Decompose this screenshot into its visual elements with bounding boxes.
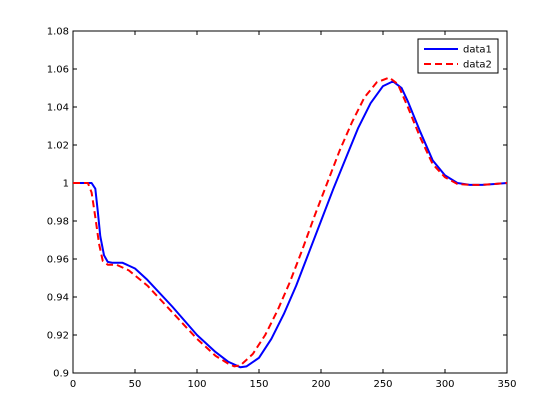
series-layer bbox=[73, 76, 508, 369]
legend: data1 data2 bbox=[417, 38, 499, 74]
y-tick-label: 1.08 bbox=[47, 27, 69, 38]
axis-ticks: 0 50 100 150 200 250 300 350 0.9 0.92 0.94 0.96 0.98… bbox=[47, 27, 517, 391]
legend-label-data1: data1 bbox=[463, 45, 492, 56]
x-tick-label: 200 bbox=[311, 379, 330, 390]
series-line-data2 bbox=[73, 76, 508, 368]
y-tick-label: 0.96 bbox=[47, 255, 69, 266]
y-tick-label: 0.98 bbox=[47, 217, 69, 228]
x-tick-label: 250 bbox=[373, 379, 392, 390]
x-tick-label: 300 bbox=[435, 379, 454, 390]
y-tick-label: 0.94 bbox=[47, 293, 69, 304]
y-tick-label: 0.9 bbox=[53, 369, 69, 380]
plot-area bbox=[72, 30, 508, 374]
plot-frame bbox=[72, 30, 508, 374]
x-tick-label: 150 bbox=[249, 379, 268, 390]
y-tick-label: 1.02 bbox=[47, 141, 69, 152]
y-tick-label: 1.06 bbox=[47, 65, 69, 76]
x-tick-label: 50 bbox=[129, 379, 142, 390]
x-tick-label: 350 bbox=[497, 379, 516, 390]
x-tick-label: 100 bbox=[187, 379, 206, 390]
x-tick-label: 0 bbox=[70, 379, 76, 390]
legend-box bbox=[417, 38, 499, 74]
y-tick-label: 1.04 bbox=[47, 103, 69, 114]
legend-label-data2: data2 bbox=[463, 60, 492, 71]
y-tick-label: 0.92 bbox=[47, 331, 69, 342]
y-tick-label: 1 bbox=[63, 179, 69, 190]
series-line-data1 bbox=[73, 80, 508, 369]
